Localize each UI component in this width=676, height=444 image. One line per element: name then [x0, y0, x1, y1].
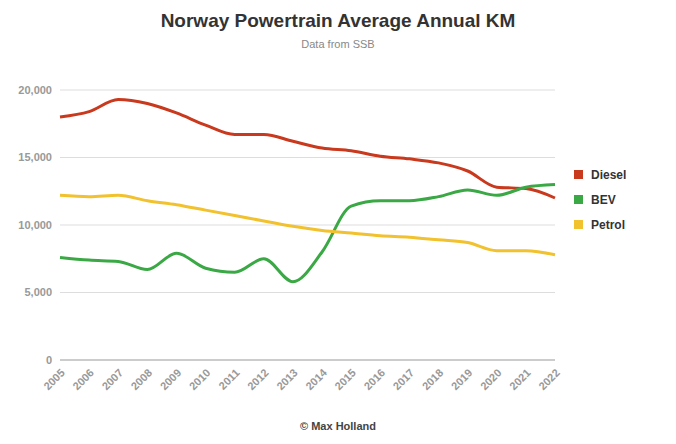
svg-text:2018: 2018: [420, 366, 446, 392]
html-text:© Max Holland: © Max Holland: [300, 420, 376, 432]
svg-text:2010: 2010: [187, 366, 213, 392]
svg-text:2009: 2009: [158, 366, 184, 392]
svg-text:2020: 2020: [478, 366, 504, 392]
html-text:Petrol: Petrol: [591, 217, 625, 232]
svg-text:10,000: 10,000: [18, 219, 52, 231]
html-text:BEV: BEV: [591, 192, 616, 207]
svg-text:2008: 2008: [128, 366, 154, 392]
svg-text:2005: 2005: [41, 366, 67, 392]
svg-text:0: 0: [46, 354, 52, 366]
svg-text:2014: 2014: [303, 366, 329, 392]
svg-text:2016: 2016: [361, 366, 387, 392]
svg-text:2015: 2015: [332, 366, 358, 392]
svg-text:2006: 2006: [70, 366, 96, 392]
svg-text:20,000: 20,000: [18, 84, 52, 96]
svg-text:2017: 2017: [391, 366, 417, 392]
svg-text:2007: 2007: [99, 366, 125, 392]
svg-text:2012: 2012: [245, 366, 271, 392]
html-text:Data from SSB: Data from SSB: [301, 38, 375, 50]
svg-text:15,000: 15,000: [18, 151, 52, 163]
svg-text:2019: 2019: [449, 366, 475, 392]
html-text:Diesel: Diesel: [591, 167, 627, 182]
html-text:Norway Powertrain Average Annu: Norway Powertrain Average Annual KM: [160, 10, 516, 31]
svg-text:2013: 2013: [274, 366, 300, 392]
svg-text:5,000: 5,000: [24, 286, 52, 298]
svg-text:2011: 2011: [216, 366, 241, 391]
svg-text:2021: 2021: [507, 366, 533, 392]
svg-text:2022: 2022: [536, 366, 562, 392]
